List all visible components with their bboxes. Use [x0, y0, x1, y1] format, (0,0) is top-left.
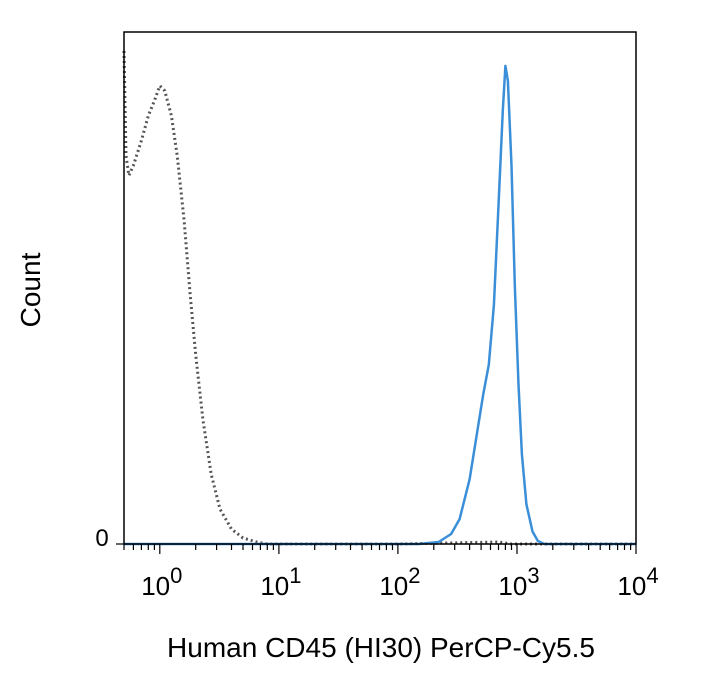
x-tick-label: 102 — [379, 563, 420, 601]
x-axis-label: Human CD45 (HI30) PerCP-Cy5.5 — [167, 632, 595, 663]
stained-histogram-line — [124, 64, 636, 546]
y-tick-label: 0 — [95, 525, 108, 552]
plot-frame — [123, 31, 637, 545]
y-axis-label: Count — [15, 252, 46, 327]
x-tick-label: 103 — [498, 563, 539, 601]
x-tick-label: 104 — [617, 563, 658, 601]
control-histogram-line — [122, 50, 636, 546]
x-tick-label: 101 — [260, 563, 301, 601]
x-tick-label: 100 — [141, 563, 182, 601]
plot-area — [122, 50, 636, 546]
axis-ticks: 100 101 102 103 104 0 — [95, 525, 658, 601]
